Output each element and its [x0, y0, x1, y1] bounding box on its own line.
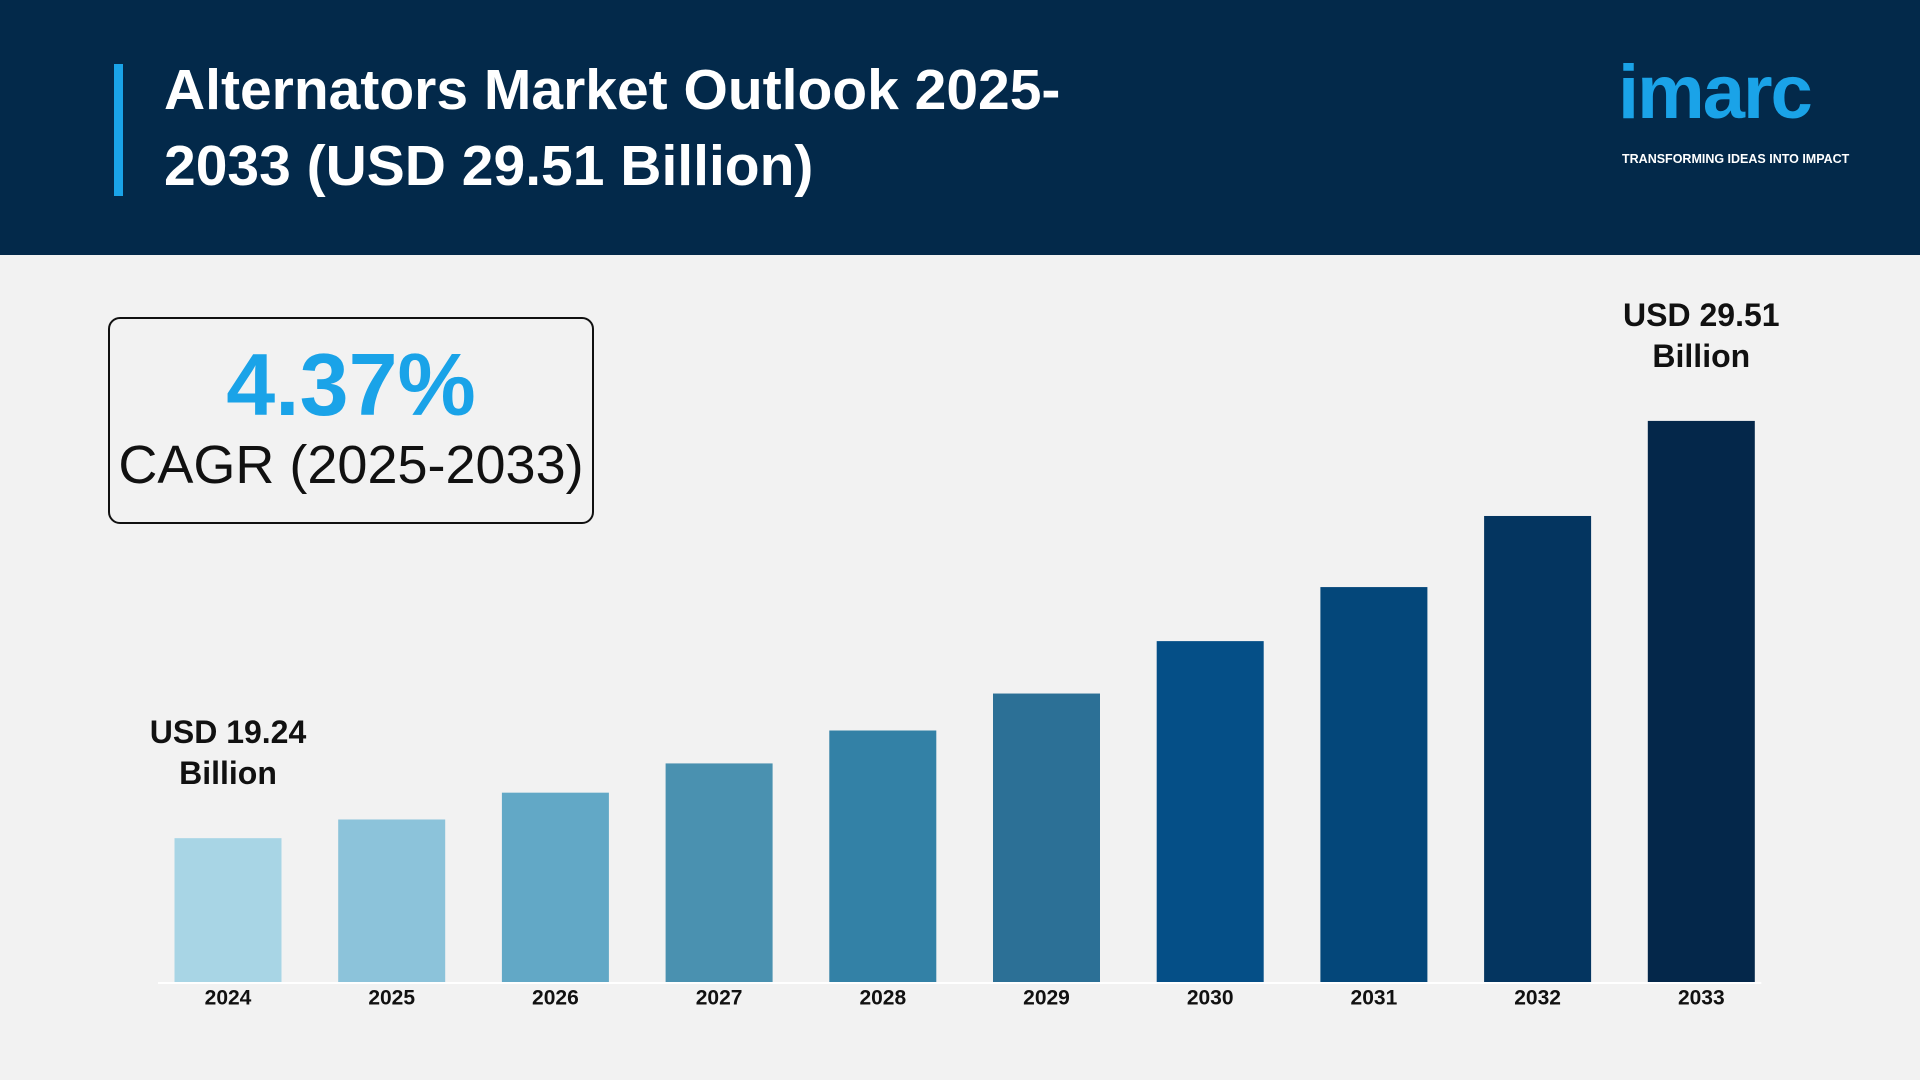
logo: imarc [1618, 50, 1813, 135]
bar [1320, 587, 1428, 982]
x-tick-label: 2031 [1351, 987, 1398, 1010]
accent-bar [114, 64, 123, 196]
x-tick-label: 2032 [1514, 987, 1561, 1010]
cagr-label: CAGR (2025-2033) [118, 435, 584, 495]
x-tick-label: 2028 [859, 987, 906, 1010]
bar [1156, 641, 1264, 982]
x-tick-label: 2030 [1187, 987, 1234, 1010]
cagr-box: 4.37% CAGR (2025-2033) [108, 317, 594, 524]
title: Alternators Market Outlook 2025-2033 (US… [164, 58, 1061, 198]
x-tick-label: 2027 [696, 987, 743, 1010]
value-label: USD 19.24 Billion [150, 715, 307, 792]
bar [174, 838, 282, 982]
x-tick-label: 2033 [1678, 987, 1725, 1010]
bar [501, 792, 609, 982]
bar [338, 819, 446, 982]
bar [1484, 515, 1592, 982]
tagline: TRANSFORMING IDEAS INTO IMPACT [1622, 152, 1850, 166]
bar [665, 763, 773, 982]
value-label-line: Billion [1652, 338, 1750, 374]
x-tick-label: 2029 [1023, 987, 1070, 1010]
value-label-line: USD 29.51 [1623, 297, 1780, 333]
value-label: USD 29.51 Billion [1623, 297, 1780, 374]
cagr-value: 4.37% [226, 335, 476, 434]
value-label-line: Billion [179, 756, 277, 792]
bar [993, 693, 1100, 982]
header: Alternators Market Outlook 2025-2033 (US… [0, 0, 1920, 255]
x-tick-label: 2026 [532, 987, 579, 1010]
value-label-line: USD 19.24 [150, 715, 307, 751]
bar [1647, 420, 1755, 982]
x-tick-label: 2025 [368, 987, 415, 1010]
bar [829, 730, 937, 982]
x-tick-label: 2024 [205, 987, 252, 1010]
